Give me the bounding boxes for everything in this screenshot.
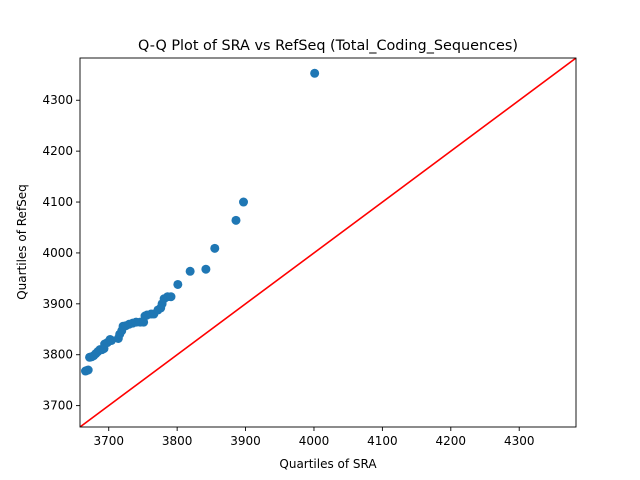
- plot-area: [80, 58, 576, 427]
- chart-title: Q-Q Plot of SRA vs RefSeq (Total_Coding_…: [138, 38, 518, 54]
- data-point: [231, 215, 241, 225]
- data-point: [166, 292, 176, 302]
- data-point: [239, 197, 249, 207]
- data-points: [80, 68, 320, 376]
- x-tick-label: 3900: [230, 434, 261, 448]
- y-axis-label: Quartiles of RefSeq: [15, 184, 29, 300]
- data-point: [310, 68, 320, 78]
- x-tick-label: 4000: [299, 434, 330, 448]
- data-point: [210, 243, 220, 253]
- x-axis-ticks: 3700 3800 3900 4000 4100 4200 4300: [93, 427, 534, 448]
- y-tick-label: 4000: [42, 246, 73, 260]
- y-tick-label: 4100: [42, 195, 73, 209]
- y-tick-label: 3900: [42, 297, 73, 311]
- reference-line: [80, 58, 576, 427]
- x-axis-label: Quartiles of SRA: [279, 457, 377, 471]
- x-tick-label: 3700: [93, 434, 124, 448]
- y-axis-ticks: 3700 3800 3900 4000 4100 4200 4300: [42, 93, 80, 413]
- x-tick-label: 4200: [436, 434, 467, 448]
- y-tick-label: 3700: [42, 399, 73, 413]
- data-point: [106, 335, 116, 345]
- y-tick-label: 4300: [42, 93, 73, 107]
- x-tick-label: 4100: [367, 434, 398, 448]
- data-point: [173, 279, 183, 289]
- x-tick-label: 4300: [504, 434, 535, 448]
- data-point: [83, 365, 93, 375]
- plot-frame: [79, 57, 577, 428]
- y-tick-label: 3800: [42, 348, 73, 362]
- x-tick-label: 3800: [162, 434, 193, 448]
- data-point: [185, 266, 195, 276]
- data-point: [201, 264, 211, 274]
- y-tick-label: 4200: [42, 144, 73, 158]
